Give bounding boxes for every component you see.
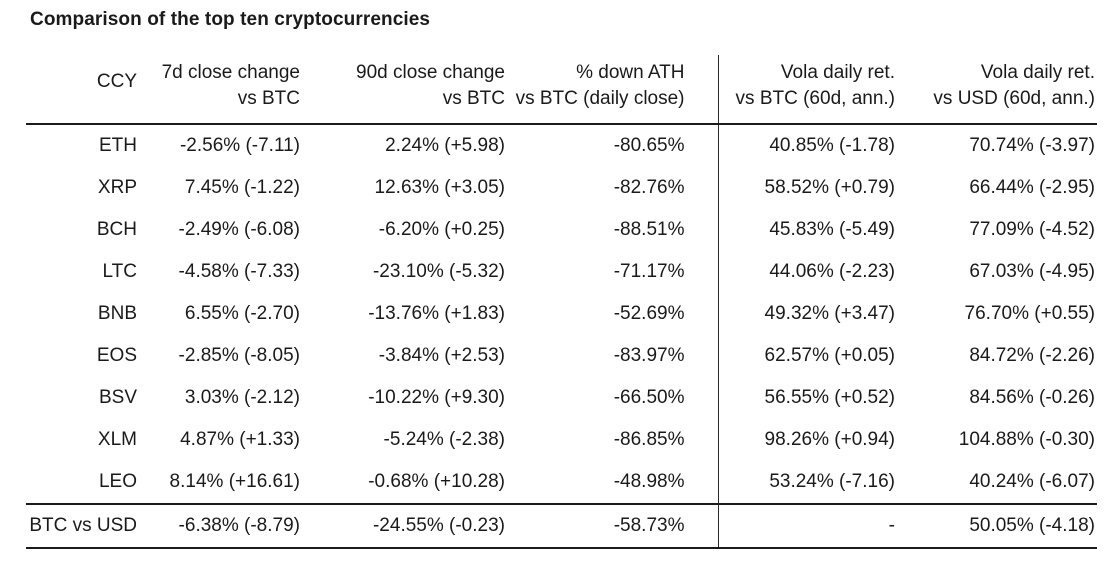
down-ath-cell: -88.51%	[505, 209, 719, 251]
col-header-label: CCY	[96, 71, 137, 92]
vola-btc-cell: 49.32% (+3.47)	[764, 303, 895, 324]
table-row: BSV 3.03% (-2.12) -10.22% (+9.30) -66.50…	[26, 377, 1097, 419]
vola-btc-cell: 40.85% (-1.78)	[769, 135, 895, 156]
vola-btc-cell: 62.57% (+0.05)	[764, 345, 895, 366]
chg90d-cell: -0.68% (+10.28)	[368, 471, 505, 492]
vola-usd-cell: 70.74% (-3.97)	[969, 135, 1095, 156]
vola-btc-cell: 98.26% (+0.94)	[764, 429, 895, 450]
page-title: Comparison of the top ten cryptocurrenci…	[30, 9, 431, 30]
vola-btc-cell: 58.52% (+0.79)	[764, 177, 895, 198]
ccy-cell: BTC vs USD	[26, 503, 137, 549]
vola-usd-cell: 104.88% (-0.30)	[958, 429, 1095, 450]
chg90d-cell: -13.76% (+1.83)	[368, 303, 505, 324]
col-header-label: Vola daily ret.	[780, 62, 895, 83]
chg7d-cell: 4.87% (+1.33)	[180, 429, 300, 450]
table-body: ETH -2.56% (-7.11) 2.24% (+5.98) -80.65%…	[26, 124, 1097, 504]
chg90d-cell: -23.10% (-5.32)	[372, 261, 505, 282]
down-ath-cell: -48.98%	[505, 461, 719, 504]
vola-usd-cell: 40.24% (-6.07)	[969, 471, 1095, 492]
col-header-sublabel: vs BTC (60d, ann.)	[735, 88, 895, 109]
ccy-cell: EOS	[96, 345, 137, 366]
header-row: CCY 7d close change vs BTC 90d close cha…	[26, 55, 1097, 125]
table-row: XRP 7.45% (-1.22) 12.63% (+3.05) -82.76%…	[26, 167, 1097, 209]
vola-usd-cell: 76.70% (+0.55)	[964, 303, 1095, 324]
ccy-cell: ETH	[99, 135, 137, 156]
chg7d-cell: -4.58% (-7.33)	[178, 261, 300, 282]
ccy-cell: BSV	[98, 387, 137, 408]
ccy-cell: XRP	[97, 177, 137, 198]
chg7d-cell: 6.55% (-2.70)	[184, 303, 300, 324]
chg7d-cell: -6.38% (-8.79)	[137, 503, 300, 549]
col-header-label: 7d close change	[161, 62, 300, 83]
col-header-sublabel: vs BTC	[442, 88, 505, 109]
table-row: LTC -4.58% (-7.33) -23.10% (-5.32) -71.1…	[26, 251, 1097, 293]
table-row: BCH -2.49% (-6.08) -6.20% (+0.25) -88.51…	[26, 209, 1097, 251]
col-header-label: % down ATH	[576, 62, 685, 83]
down-ath-cell: -82.76%	[505, 167, 719, 209]
vola-btc-cell: 44.06% (-2.23)	[769, 261, 895, 282]
crypto-comparison-table: CCY 7d close change vs BTC 90d close cha…	[26, 55, 1097, 549]
table-row: EOS -2.85% (-8.05) -3.84% (+2.53) -83.97…	[26, 335, 1097, 377]
vola-btc-cell: 45.83% (-5.49)	[769, 219, 895, 240]
vola-usd-cell: 77.09% (-4.52)	[969, 219, 1095, 240]
ccy-cell: XLM	[97, 429, 137, 450]
chg90d-cell: -10.22% (+9.30)	[368, 387, 505, 408]
vola-usd-cell: 84.72% (-2.26)	[969, 345, 1095, 366]
table-row-btc-vs-usd: BTC vs USD -6.38% (-8.79) -24.55% (-0.23…	[26, 503, 1097, 549]
chg90d-cell: -6.20% (+0.25)	[378, 219, 505, 240]
chg7d-cell: 8.14% (+16.61)	[169, 471, 300, 492]
table-header: CCY 7d close change vs BTC 90d close cha…	[26, 55, 1097, 125]
table-row: LEO 8.14% (+16.61) -0.68% (+10.28) -48.9…	[26, 461, 1097, 504]
col-header-ccy: CCY	[26, 55, 137, 125]
chg90d-cell: -3.84% (+2.53)	[378, 345, 505, 366]
chg90d-cell: -5.24% (-2.38)	[383, 429, 505, 450]
down-ath-cell: -71.17%	[505, 251, 719, 293]
col-header-vola-btc: Vola daily ret. vs BTC (60d, ann.)	[718, 55, 895, 125]
chg90d-cell: 2.24% (+5.98)	[385, 135, 505, 156]
col-header-90d-change: 90d close change vs BTC	[300, 55, 505, 125]
ccy-cell: BNB	[97, 303, 137, 324]
col-header-down-ath: % down ATH vs BTC (daily close)	[505, 55, 719, 125]
ccy-cell: LTC	[102, 261, 137, 282]
table-row: XLM 4.87% (+1.33) -5.24% (-2.38) -86.85%…	[26, 419, 1097, 461]
chg7d-cell: 3.03% (-2.12)	[184, 387, 300, 408]
ccy-cell: LEO	[98, 471, 137, 492]
ccy-cell: BCH	[96, 219, 137, 240]
vola-usd-cell: 67.03% (-4.95)	[969, 261, 1095, 282]
table-row: ETH -2.56% (-7.11) 2.24% (+5.98) -80.65%…	[26, 124, 1097, 167]
vola-btc-cell: 53.24% (-7.16)	[769, 471, 895, 492]
col-header-label: Vola daily ret.	[980, 62, 1095, 83]
table-footer: BTC vs USD -6.38% (-8.79) -24.55% (-0.23…	[26, 503, 1097, 549]
down-ath-cell: -80.65%	[505, 124, 719, 167]
chg90d-cell: 12.63% (+3.05)	[374, 177, 505, 198]
vola-usd-cell: 84.56% (-0.26)	[969, 387, 1095, 408]
report-canvas: Comparison of the top ten cryptocurrenci…	[0, 8, 1115, 549]
col-header-7d-change: 7d close change vs BTC	[137, 55, 300, 125]
down-ath-cell: -83.97%	[505, 335, 719, 377]
vola-usd-cell: 50.05% (-4.18)	[895, 503, 1097, 549]
down-ath-cell: -58.73%	[505, 503, 719, 549]
col-header-sublabel: vs BTC (daily close)	[515, 88, 685, 109]
chg7d-cell: -2.56% (-7.11)	[179, 135, 300, 156]
down-ath-cell: -66.50%	[505, 377, 719, 419]
vola-btc-cell: 56.55% (+0.52)	[764, 387, 895, 408]
down-ath-cell: -86.85%	[505, 419, 719, 461]
vola-usd-cell: 66.44% (-2.95)	[969, 177, 1095, 198]
chg7d-cell: -2.85% (-8.05)	[178, 345, 300, 366]
chg90d-cell: -24.55% (-0.23)	[300, 503, 505, 549]
col-header-vola-usd: Vola daily ret. vs USD (60d, ann.)	[895, 55, 1097, 125]
col-header-sublabel: vs BTC	[237, 88, 300, 109]
down-ath-cell: -52.69%	[505, 293, 719, 335]
chg7d-cell: -2.49% (-6.08)	[178, 219, 300, 240]
chg7d-cell: 7.45% (-1.22)	[184, 177, 300, 198]
col-header-label: 90d close change	[356, 62, 505, 83]
col-header-sublabel: vs USD (60d, ann.)	[933, 88, 1095, 109]
vola-btc-cell: -	[718, 503, 895, 549]
table-row: BNB 6.55% (-2.70) -13.76% (+1.83) -52.69…	[26, 293, 1097, 335]
